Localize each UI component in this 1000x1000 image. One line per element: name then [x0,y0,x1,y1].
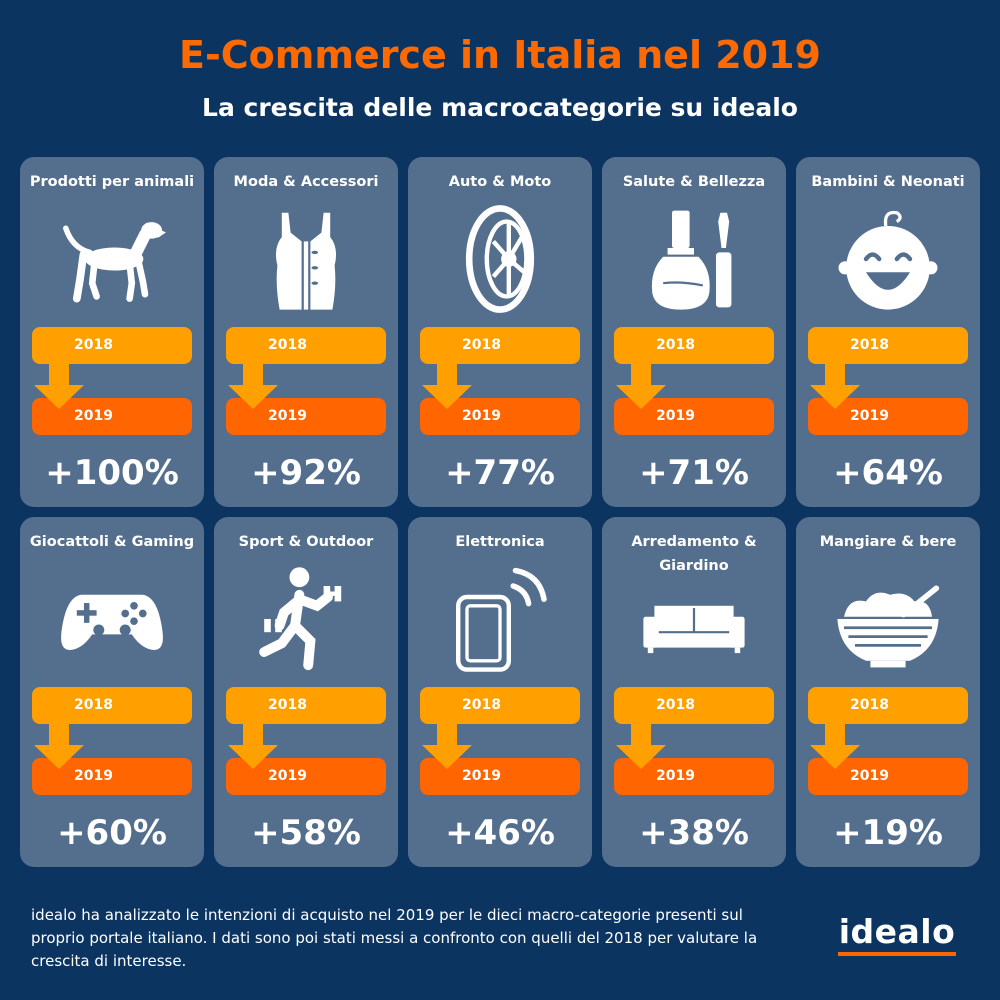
growth-value: +100% [45,453,179,493]
page-title: E-Commerce in Italia nel 2019 [179,33,821,77]
year-2018-bar: 2018 [226,327,386,364]
footer-text: idealo ha analizzato le intenzioni di ac… [31,906,758,970]
logo-underline [838,952,956,956]
category-card-pets: Prodotti per animali 2018 2019 [20,157,204,507]
year-2018-bar: 2018 [808,327,968,364]
arrow-down-icon [228,723,278,769]
arrow-down-icon [616,363,666,409]
year-2018-bar: 2018 [614,687,774,724]
arrow-down-icon [34,363,84,409]
arrow-down-icon [810,363,860,409]
arrow-down-icon [616,723,666,769]
arrow-down-icon [34,723,84,769]
year-2018-bar: 2018 [808,687,968,724]
page-subtitle: La crescita delle macrocategorie su idea… [202,93,798,122]
category-card-electronics: Elettronica 2018 2019 +46% [408,517,592,867]
idealo-logo: idealo [832,912,962,956]
category-title: Sport & Outdoor [238,534,374,550]
category-title: Moda & Accessori [233,174,379,190]
arrow-down-icon [422,723,472,769]
year-2018-bar: 2018 [32,687,192,724]
sofa-icon [602,559,786,679]
category-card-kids: Bambini & Neonati 2018 2019 +64% [796,157,980,507]
category-title: Bambini & Neonati [811,174,965,190]
category-title: Mangiare & bere [819,534,957,550]
growth-value: +92% [251,453,361,493]
growth-value: +64% [833,453,943,493]
dress-icon [214,199,398,319]
category-card-sport: Sport & Outdoor 2018 2019 +58% [214,517,398,867]
growth-value: +71% [639,453,749,493]
category-card-food: Mangiare & bere 2018 2019 +19% [796,517,980,867]
category-card-beauty: Salute & Bellezza 2018 2019 +71% [602,157,786,507]
category-card-gaming: Giocattoli & Gaming 2018 2019 +60% [20,517,204,867]
year-2018-bar: 2018 [420,327,580,364]
growth-value: +38% [639,813,749,853]
year-2018-bar: 2018 [614,327,774,364]
arrow-down-icon [422,363,472,409]
category-card-furniture: Arredamento & Giardino 2018 2019 +38% [602,517,786,867]
year-2018-bar: 2018 [420,687,580,724]
category-title: Giocattoli & Gaming [29,534,195,550]
year-2019-bar: 2019 [226,398,386,435]
year-2019-bar: 2019 [614,758,774,795]
dog-icon [20,199,204,319]
runner-icon [214,559,398,679]
category-title: Salute & Bellezza [622,174,766,190]
category-title: Elettronica [455,534,545,550]
growth-value: +19% [833,813,943,853]
arrow-down-icon [228,363,278,409]
growth-value: +58% [251,813,361,853]
arrow-down-icon [810,723,860,769]
category-grid: Prodotti per animali 2018 2019 [20,157,982,867]
gamepad-icon [20,559,204,679]
logo-text: idealo [838,912,956,951]
category-card-fashion: Moda & Accessori 2018 2019 +92% [214,157,398,507]
growth-value: +60% [57,813,167,853]
food-bowl-icon [796,559,980,679]
nail-polish-icon [602,199,786,319]
growth-value: +46% [445,813,555,853]
category-card-auto: Auto & Moto 2018 2019 +77% [408,157,592,507]
tire-icon [408,199,592,319]
category-title: Arredamento & Giardino [631,534,757,574]
smartphone-icon [408,559,592,679]
growth-value: +77% [445,453,555,493]
category-title: Auto & Moto [448,174,552,190]
category-title: Prodotti per animali [29,174,195,190]
year-2018-bar: 2018 [226,687,386,724]
baby-face-icon [796,199,980,319]
year-2018-bar: 2018 [32,327,192,364]
